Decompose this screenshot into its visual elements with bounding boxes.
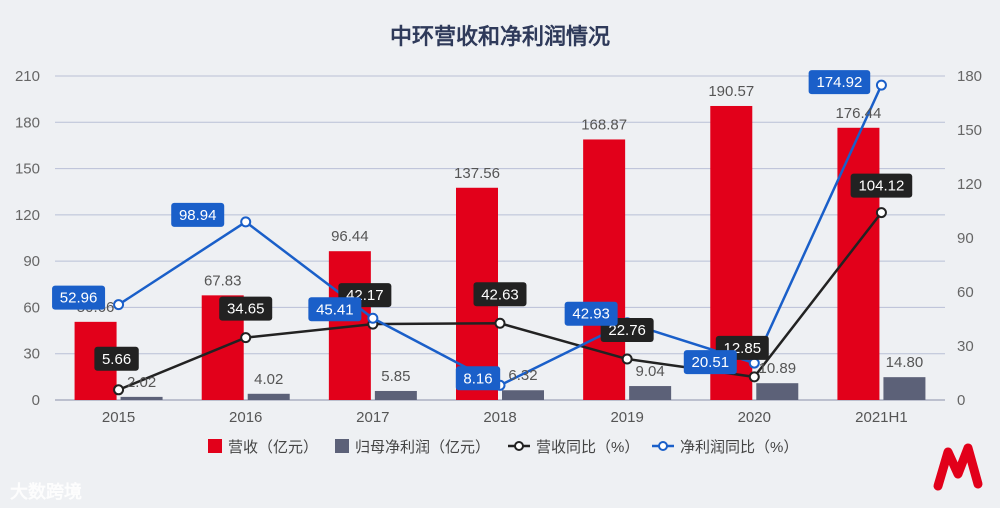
- revenue-value-label: 67.83: [204, 272, 242, 289]
- legend-net-profit-yoy-swatch-dot: [658, 441, 668, 451]
- x-tick-label: 2017: [356, 409, 389, 426]
- data-labels: 50.662.0267.834.0296.445.85137.566.32168…: [52, 70, 923, 391]
- right-tick-label: 0: [957, 392, 965, 409]
- revenue-yoy-label-box: [850, 173, 913, 198]
- revenue-yoy-label-box: [473, 282, 527, 307]
- legend-revenue-yoy-swatch-dot: [514, 441, 524, 451]
- x-tick-label: 2019: [610, 409, 643, 426]
- revenue-yoy-point: [748, 371, 760, 383]
- net-profit-yoy-label: 8.16: [463, 370, 492, 387]
- net-profit-yoy-point: [875, 79, 887, 91]
- net-profit-value-label: 4.02: [254, 371, 283, 388]
- revenue-yoy-label: 5.66: [102, 351, 131, 368]
- right-tick-label: 90: [957, 230, 974, 247]
- revenue-value-label: 190.57: [708, 83, 754, 100]
- net-profit-yoy-label-box: [683, 350, 737, 375]
- revenue-yoy-label: 34.65: [227, 301, 265, 318]
- net-profit-bar: [756, 383, 799, 400]
- revenue-yoy-point: [621, 353, 633, 365]
- net-profit-value-label: 5.85: [381, 368, 410, 385]
- left-tick-label: 120: [15, 207, 40, 224]
- left-tick-label: 90: [23, 253, 40, 270]
- revenue-yoy-label: 104.12: [858, 178, 904, 195]
- revenue-yoy-label-box: [219, 296, 273, 321]
- left-tick-label: 30: [23, 346, 40, 363]
- revenue-value-label: 96.44: [331, 228, 369, 245]
- category-labels: 2015 2016 2017 2018 2019 2020 2021H1: [102, 409, 908, 426]
- net-profit-yoy-label-box: [455, 366, 501, 391]
- net-profit-yoy-label-box: [52, 285, 106, 310]
- revenue-yoy-point: [494, 317, 506, 329]
- net-profit-bar: [120, 396, 163, 400]
- left-tick-label: 150: [15, 161, 40, 178]
- revenue-value-label: 176.44: [835, 105, 881, 122]
- legend-revenue-yoy-label: 营收同比（%）: [536, 439, 639, 456]
- legend-revenue-swatch: [208, 439, 222, 453]
- legend-revenue-label: 营收（亿元）: [228, 439, 318, 456]
- net-profit-value-label: 2.02: [127, 374, 156, 391]
- right-tick-label: 120: [957, 176, 982, 193]
- right-axis-ticks: 0 30 60 90 120 150 180: [957, 68, 982, 409]
- left-tick-label: 60: [23, 299, 40, 316]
- net-profit-yoy-point: [748, 357, 760, 369]
- left-tick-label: 0: [32, 392, 40, 409]
- net-profit-bar: [883, 377, 926, 400]
- left-tick-label: 210: [15, 68, 40, 85]
- net-profit-yoy-label: 45.41: [316, 301, 354, 318]
- net-profit-yoy-label-box: [171, 202, 225, 227]
- revenue-yoy-point: [240, 332, 252, 344]
- net-profit-value-label: 6.32: [508, 367, 537, 384]
- net-profit-yoy-point: [240, 216, 252, 228]
- net-profit-bar: [502, 390, 544, 400]
- net-profit-yoy-label-box: [308, 297, 362, 322]
- revenue-yoy-label: 42.63: [481, 286, 519, 303]
- net-profit-bar: [374, 390, 417, 400]
- right-tick-label: 60: [957, 284, 974, 301]
- revenue-yoy-point: [875, 207, 887, 219]
- chart-title: 中环营收和净利润情况: [390, 24, 610, 49]
- net-profit-yoy-label-box: [808, 70, 871, 95]
- net-profit-yoy-point: [113, 299, 125, 311]
- net-profit-yoy-label-box: [564, 301, 618, 326]
- net-profit-yoy-label: 98.94: [179, 207, 217, 224]
- legend-net-profit-label: 归母净利润（亿元）: [355, 439, 490, 456]
- x-tick-label: 2018: [483, 409, 516, 426]
- right-tick-label: 180: [957, 68, 982, 85]
- left-tick-label: 180: [15, 114, 40, 131]
- net-profit-value-label: 9.04: [636, 363, 665, 380]
- watermark: 大数跨境: [10, 482, 82, 502]
- revenue-bar: [837, 127, 880, 400]
- net-profit-yoy-label: 20.51: [692, 354, 730, 371]
- x-tick-label: 2016: [229, 409, 262, 426]
- left-axis-ticks: 0 30 60 90 120 150 180 210: [15, 68, 40, 409]
- legend-net-profit-yoy-label: 净利润同比（%）: [680, 439, 798, 456]
- right-tick-label: 30: [957, 338, 974, 355]
- net-profit-value-label: 10.89: [759, 360, 797, 377]
- net-profit-value-label: 14.80: [886, 354, 924, 371]
- net-profit-yoy-label: 42.93: [572, 306, 610, 323]
- brand-logo-icon: [933, 443, 983, 491]
- revenue-value-label: 137.56: [454, 165, 500, 182]
- revenue-yoy-point: [113, 384, 125, 396]
- revenue-yoy-label-box: [94, 346, 139, 371]
- revenue-yoy-label: 22.76: [608, 322, 646, 339]
- revenue-value-label: 168.87: [581, 116, 627, 133]
- x-tick-label: 2021H1: [855, 409, 908, 426]
- net-profit-yoy-label: 52.96: [60, 290, 98, 307]
- legend-net-profit-swatch: [335, 439, 349, 453]
- right-tick-label: 150: [957, 122, 982, 139]
- net-profit-yoy-label: 174.92: [816, 74, 862, 91]
- net-profit-yoy-point: [367, 312, 379, 324]
- legend: 营收（亿元） 归母净利润（亿元） 营收同比（%） 净利润同比（%）: [208, 439, 798, 456]
- net-profit-bar: [629, 386, 672, 400]
- revenue-bar: [583, 139, 626, 401]
- x-tick-label: 2015: [102, 409, 135, 426]
- x-tick-label: 2020: [738, 409, 771, 426]
- net-profit-bar: [247, 393, 290, 400]
